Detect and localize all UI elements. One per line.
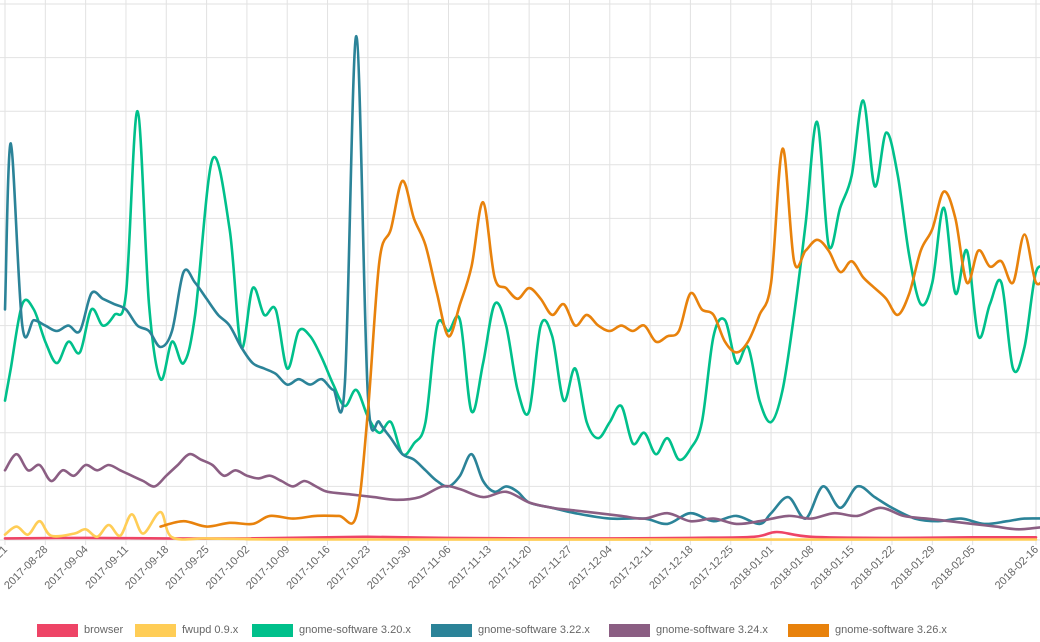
legend-label: browser [84, 624, 124, 636]
legend-label: gnome-software 3.22.x [478, 624, 590, 636]
legend-item[interactable]: gnome-software 3.22.x [431, 622, 590, 638]
legend-label: gnome-software 3.20.x [299, 624, 411, 636]
x-tick-label: 2017-09-04 [42, 544, 90, 592]
x-tick-label: 2017-10-30 [365, 544, 413, 592]
legend-item[interactable]: gnome-software 3.24.x [609, 622, 768, 638]
line-chart: 2017-08-212017-08-282017-09-042017-09-11… [0, 0, 1040, 592]
x-tick-label: 2018-02-16 [993, 544, 1040, 592]
legend-swatch [788, 623, 829, 637]
series-line-fwupd-0-9-x [3, 510, 1038, 541]
legend-swatch [135, 623, 176, 637]
legend-swatch [37, 623, 78, 637]
legend-swatch [252, 623, 293, 637]
series-lines [3, 34, 1040, 541]
legend-item[interactable]: fwupd 0.9.x [135, 622, 238, 638]
series-line-browser [3, 530, 1038, 540]
legend-item[interactable]: gnome-software 3.26.x [788, 622, 947, 638]
series-line-gnome-software-3-22-x [3, 34, 1040, 526]
grid [0, 0, 1040, 545]
series-line-gnome-software-3-20-x [3, 99, 1040, 462]
legend-item[interactable]: gnome-software 3.20.x [252, 622, 411, 638]
legend-label: fwupd 0.9.x [182, 624, 239, 636]
legend: browser fwupd 0.9.x gnome-software 3.20.x g… [0, 618, 1040, 642]
series-line-gnome-software-3-24-x [3, 452, 1040, 531]
legend-item[interactable]: browser [37, 622, 123, 638]
x-tick-label: 2018-02-05 [929, 544, 977, 592]
legend-label: gnome-software 3.26.x [835, 624, 947, 636]
series-line-gnome-software-3-26-x [159, 147, 1040, 528]
legend-label: gnome-software 3.24.x [656, 624, 768, 636]
x-axis-ticks: 2017-08-212017-08-282017-09-042017-09-11… [0, 544, 1040, 592]
legend-swatch [609, 623, 650, 637]
legend-swatch [431, 623, 472, 637]
x-tick-label: 2017-12-04 [567, 544, 615, 592]
